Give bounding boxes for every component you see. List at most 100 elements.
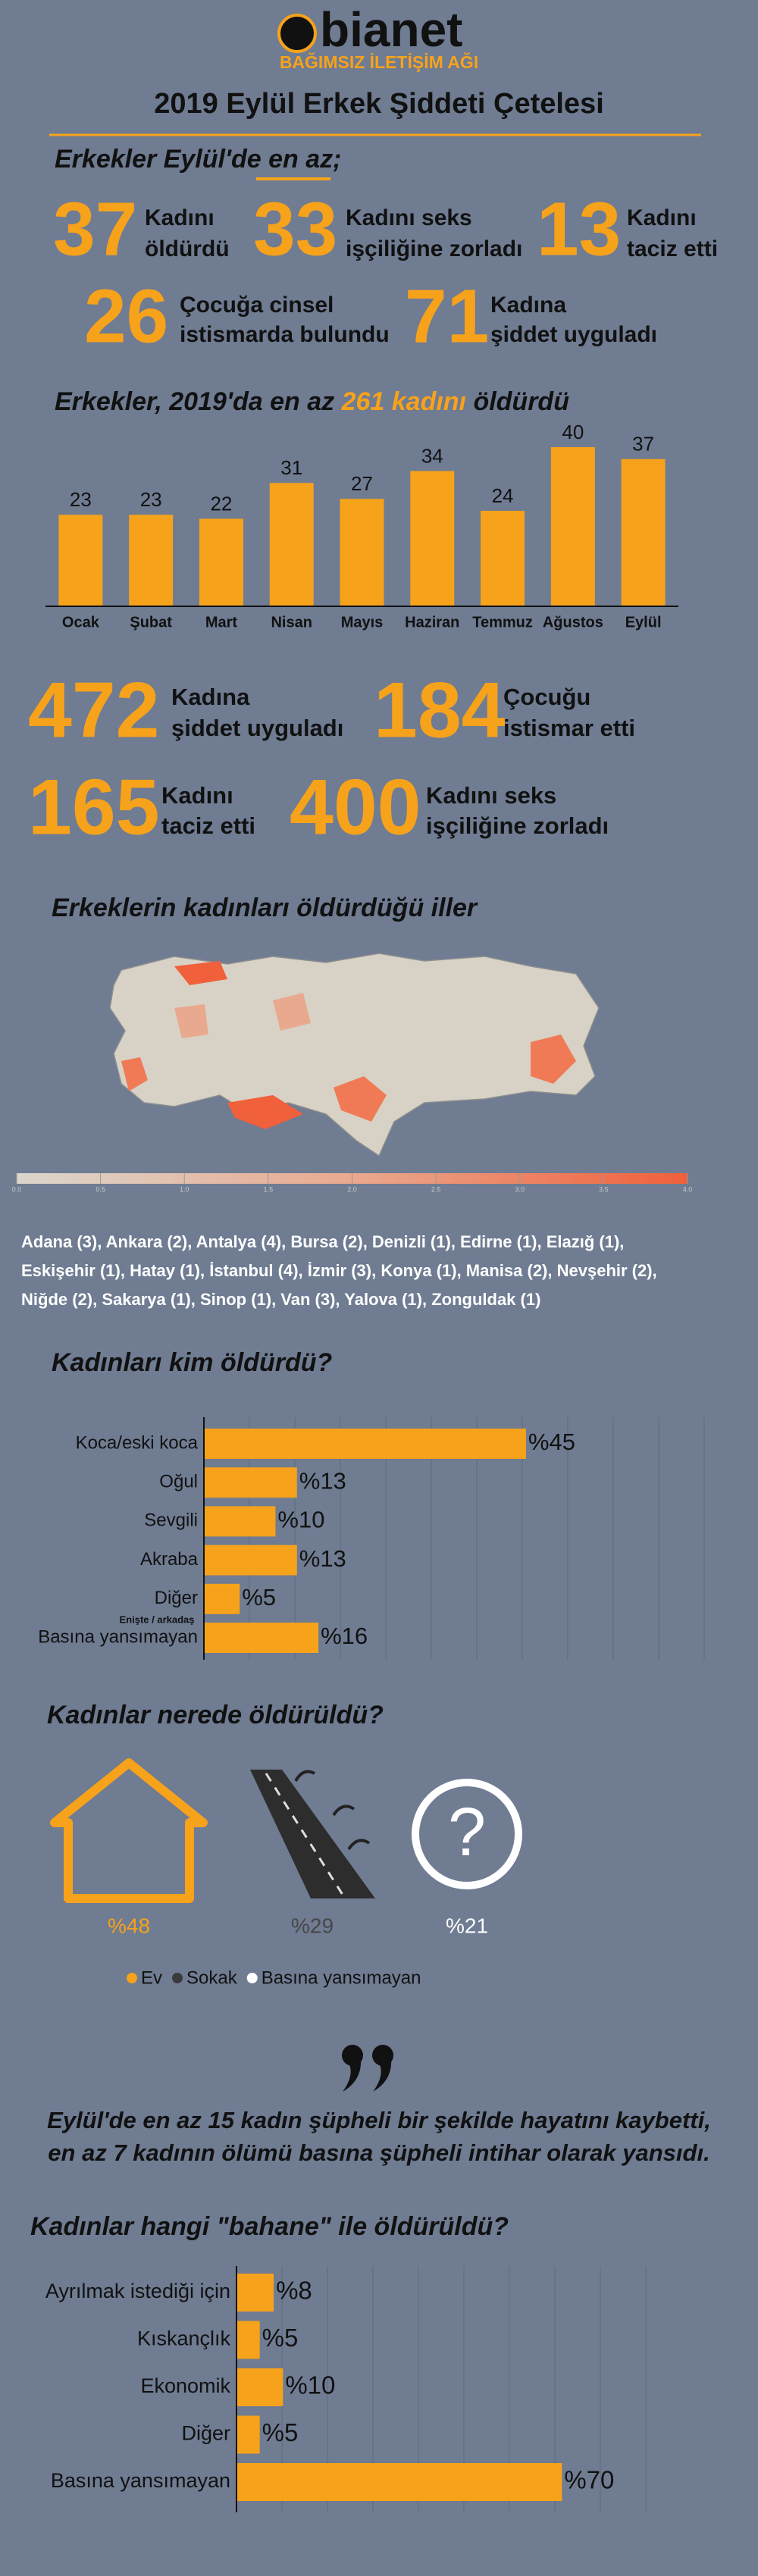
data-label: 31 xyxy=(280,456,302,479)
scale-tick-label: 2.0 xyxy=(347,1185,357,1193)
data-label: 24 xyxy=(492,484,514,507)
scale-tick-label: 0.5 xyxy=(96,1185,105,1193)
chart-title: Kadınlar hangi "bahane" ile öldürüldü? xyxy=(30,2212,509,2241)
value-label: %29 xyxy=(291,1914,334,1937)
legend-label: Ev xyxy=(141,1967,162,1988)
category-label: Kıskançlık xyxy=(137,2327,231,2350)
category-label: Koca/eski koca xyxy=(76,1432,199,1453)
region xyxy=(174,1004,208,1038)
stat-label: taciz etti xyxy=(161,812,255,839)
bar xyxy=(236,2274,274,2312)
scale-tick-label: 1.5 xyxy=(264,1185,274,1193)
category-label: Ayrılmak istediği için xyxy=(45,2280,230,2302)
data-label: 37 xyxy=(632,433,654,455)
tagline: BAĞIMSIZ İLETİŞİM AĞI xyxy=(280,52,478,72)
province-list: Eskişehir (1), Hatay (1), İstanbul (4), … xyxy=(21,1261,657,1280)
section-heading: Erkekler Eylül'de en az; xyxy=(55,145,341,174)
data-label: 27 xyxy=(351,472,373,495)
bar xyxy=(204,1429,526,1459)
category-label: Ekonomik xyxy=(140,2374,230,2397)
x-tick-label: Eylül xyxy=(625,614,662,631)
bar xyxy=(204,1467,297,1498)
country xyxy=(109,953,600,1157)
stat-label: istismar etti xyxy=(503,715,635,741)
annotation: Enişte / arkadaş xyxy=(120,1614,195,1625)
question-glyph: ? xyxy=(448,1795,486,1870)
data-label: 40 xyxy=(562,421,584,443)
region xyxy=(273,993,311,1031)
bar xyxy=(129,515,174,606)
region xyxy=(121,1057,148,1091)
section-heading: Erkeklerin kadınları öldürdüğü iller xyxy=(52,894,478,922)
bar xyxy=(58,515,103,606)
chart-title: Kadınları kim öldürdü? xyxy=(52,1348,332,1377)
scale-tick-label: 2.5 xyxy=(431,1185,441,1193)
chart-title: Kadınlar nerede öldürüldü? xyxy=(47,1701,384,1729)
x-tick-label: Ağustos xyxy=(543,614,603,631)
stat-label: Kadını xyxy=(161,782,233,809)
heading-part: öldürdü xyxy=(466,387,569,416)
scale-tick-label: 3.5 xyxy=(599,1185,609,1193)
region xyxy=(227,1095,303,1129)
stat-label: şiddet uyguladı xyxy=(490,322,657,347)
map xyxy=(109,953,600,1157)
bar xyxy=(204,1623,319,1653)
title: 2019 Eylül Erkek Şiddeti Çetelesi xyxy=(154,88,604,120)
value-label: %45 xyxy=(528,1429,575,1455)
x-tick-label: Haziran xyxy=(405,614,459,631)
legend-label: Basına yansımayan xyxy=(262,1967,421,1988)
category-label: Akraba xyxy=(140,1549,199,1570)
scale-tick-label: 3.0 xyxy=(515,1185,525,1193)
bar xyxy=(204,1506,276,1537)
x-tick-label: Ocak xyxy=(62,614,100,631)
value-label: %10 xyxy=(285,2371,335,2399)
bar xyxy=(236,2415,260,2454)
region xyxy=(531,1034,576,1084)
stat-label: Çocuğa cinsel xyxy=(180,293,334,318)
x-tick-label: Temmuz xyxy=(472,614,533,631)
value-label: %5 xyxy=(242,1584,276,1610)
stat-label: Kadını xyxy=(627,205,697,230)
value-label: %13 xyxy=(299,1545,346,1572)
stat-number: 13 xyxy=(537,186,621,271)
value-label: %48 xyxy=(108,1914,150,1937)
category-label: Oğul xyxy=(159,1472,198,1492)
x-tick-label: Nisan xyxy=(271,614,312,631)
category-label: Diğer xyxy=(181,2422,230,2445)
legend-swatch xyxy=(246,1973,258,1983)
stat-label: Çocuğu xyxy=(503,684,590,710)
stat-number: 184 xyxy=(374,666,506,754)
stat-number: 165 xyxy=(28,763,160,851)
bar xyxy=(550,447,595,606)
quote-line: en az 7 kadının ölümü basına şüpheli int… xyxy=(48,2139,709,2166)
value-label: %70 xyxy=(564,2466,614,2494)
bar xyxy=(204,1545,297,1576)
value-label: %16 xyxy=(321,1623,368,1649)
stat-label: işçiliğine zorladı xyxy=(426,812,609,839)
stat-number: 26 xyxy=(84,274,168,358)
legend-swatch xyxy=(172,1973,183,1983)
stat-label: Kadını xyxy=(145,205,215,230)
stat-number: 33 xyxy=(253,186,337,271)
quote-icon xyxy=(342,2045,393,2092)
stat-label: şiddet uyguladı xyxy=(171,715,343,741)
scale-tick-label: 1.0 xyxy=(180,1185,190,1193)
stat-label: işçiliğine zorladı xyxy=(346,236,522,261)
data-label: 34 xyxy=(421,444,443,467)
question-icon xyxy=(412,1779,522,1889)
x-tick-label: Şubat xyxy=(130,614,172,631)
bar xyxy=(236,2463,562,2501)
value-label: %5 xyxy=(262,2418,299,2446)
stat-label: Kadına xyxy=(490,293,566,318)
bar xyxy=(481,511,525,606)
stat-number: 472 xyxy=(28,666,160,754)
legend-label: Sokak xyxy=(186,1967,238,1988)
quote-line: Eylül'de en az 15 kadın şüpheli bir şeki… xyxy=(47,2107,711,2133)
logo: bianet xyxy=(320,2,462,57)
province-list: Adana (3), Ankara (2), Antalya (4), Burs… xyxy=(21,1232,624,1251)
province-list: Niğde (2), Sakarya (1), Sinop (1), Van (… xyxy=(21,1290,540,1309)
region xyxy=(334,1076,387,1122)
x-tick-label: Mayıs xyxy=(341,614,384,631)
